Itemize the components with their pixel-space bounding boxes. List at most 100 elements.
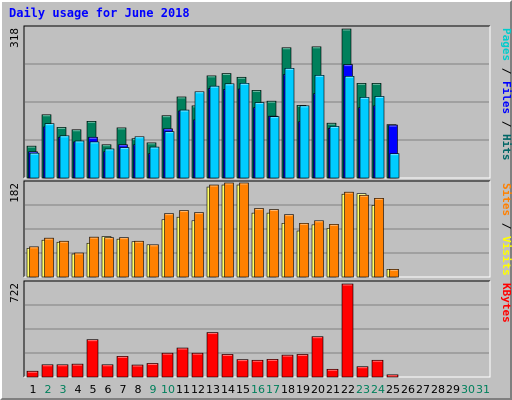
panel-visits-ylabel-part-1: /: [500, 216, 512, 236]
panel-hits-border-dark: [23, 25, 490, 178]
hits-bar-pages-day-13: [209, 85, 220, 179]
hits-bar-pages-day-4: [74, 140, 85, 179]
panel-hits-ylabel-part-2: Files: [500, 81, 512, 114]
kbytes-bar-kbytes-day-4: [71, 363, 84, 378]
visits-bar-sites-day-9: [149, 244, 159, 278]
kbytes-bar-kbytes-day-8: [131, 364, 144, 378]
visits-bar-sites-day-15: [239, 182, 249, 278]
kbytes-bar-kbytes-day-24: [371, 359, 384, 378]
x-tick-label-day-31: 31: [476, 383, 490, 396]
x-tick-label-day-23: 23: [356, 383, 370, 396]
x-tick-label-day-24: 24: [371, 383, 385, 396]
x-tick-label-day-13: 13: [206, 383, 220, 396]
hits-bar-pages-day-5: [89, 141, 100, 179]
x-tick-label-day-14: 14: [221, 383, 235, 396]
panel-kbytes-ylabel-part-0: KBytes: [500, 283, 512, 323]
kbytes-bar-kbytes-day-21: [326, 368, 339, 378]
visits-bar-sites-day-4: [74, 252, 84, 278]
kbytes-bar-kbytes-day-3: [56, 364, 69, 378]
x-tick-label-day-27: 27: [416, 383, 430, 396]
x-tick-label-day-12: 12: [191, 383, 205, 396]
kbytes-bar-kbytes-day-13: [206, 332, 219, 378]
panel-visits-max-label: 182: [8, 183, 21, 203]
hits-bar-pages-day-1: [29, 152, 40, 179]
x-tick-label-day-22: 22: [341, 383, 355, 396]
x-tick-label-day-20: 20: [311, 383, 325, 396]
x-tick-label-day-7: 7: [120, 383, 127, 396]
kbytes-bar-kbytes-day-20: [311, 336, 324, 378]
x-tick-label-day-9: 9: [150, 383, 157, 396]
visits-bar-sites-day-6: [104, 237, 114, 278]
hits-bar-pages-day-9: [149, 146, 160, 179]
panel-hits-ylabel-part-0: Pages: [500, 28, 512, 61]
panel-visits: 182 Sites / Visits: [8, 180, 512, 278]
hits-bar-pages-day-2: [44, 123, 55, 179]
visits-bar-sites-day-24: [374, 198, 384, 278]
x-tick-label-day-30: 30: [461, 383, 475, 396]
panel-hits-ylabel: Pages / Files / Hits: [500, 28, 512, 161]
hits-bar-pages-day-14: [224, 83, 235, 179]
kbytes-bar-kbytes-day-14: [221, 354, 234, 378]
hits-bar-pages-day-16: [254, 102, 265, 179]
visits-bar-sites-day-12: [194, 212, 204, 278]
hits-bar-pages-day-8: [134, 136, 145, 179]
visits-bar-sites-day-10: [164, 213, 174, 278]
kbytes-bar-kbytes-day-6: [101, 364, 114, 378]
hits-bar-pages-day-15: [239, 83, 250, 179]
visits-bar-sites-day-8: [134, 240, 144, 278]
hits-bar-pages-day-20: [314, 75, 325, 179]
panel-visits-ylabel-part-2: Visits: [500, 236, 512, 276]
kbytes-bar-kbytes-day-7: [116, 356, 129, 378]
x-tick-label-day-15: 15: [236, 383, 250, 396]
x-tick-label-day-8: 8: [135, 383, 142, 396]
hits-bar-pages-day-10: [164, 131, 175, 179]
x-tick-label-day-28: 28: [431, 383, 445, 396]
kbytes-bar-kbytes-day-17: [266, 359, 279, 378]
chart-panels: 318 Pages / Files / Hits 182 Sites / Visits…: [8, 25, 512, 378]
panel-kbytes-border-dark: [23, 280, 490, 377]
visits-bar-sites-day-18: [284, 214, 294, 278]
hits-bar-pages-day-11: [179, 109, 190, 179]
kbytes-bar-kbytes-day-2: [41, 364, 54, 378]
kbytes-bar-kbytes-day-16: [251, 359, 264, 378]
visits-bar-sites-day-14: [224, 182, 234, 278]
panel-visits-ylabel: Sites / Visits: [500, 183, 512, 276]
kbytes-bar-kbytes-day-15: [236, 359, 249, 378]
visits-bar-sites-day-3: [59, 240, 69, 278]
visits-bar-sites-day-1: [29, 246, 39, 278]
hits-bar-pages-day-3: [59, 135, 70, 179]
visits-bar-sites-day-13: [209, 184, 219, 278]
visits-bar-sites-day-11: [179, 210, 189, 278]
kbytes-bar-kbytes-day-1: [26, 370, 39, 378]
x-tick-label-day-4: 4: [75, 383, 82, 396]
visits-bar-sites-day-19: [299, 223, 309, 278]
kbytes-bar-kbytes-day-23: [356, 366, 369, 378]
panel-hits-ylabel-part-3: /: [500, 114, 512, 134]
visits-bar-sites-day-21: [329, 224, 339, 278]
x-tick-label-day-6: 6: [105, 383, 112, 396]
kbytes-bar-kbytes-day-19: [296, 354, 309, 378]
panel-kbytes: 722 KBytes: [8, 280, 512, 378]
x-axis-day-labels: 1 2 3 4 5 6 7 8 9 10 11 12 13 14 15 16 17 18 19 20 21 22 23 24 2…: [30, 383, 491, 396]
chart-title: Daily usage for June 2018: [9, 6, 190, 20]
x-tick-label-day-16: 16: [251, 383, 265, 396]
hits-bar-pages-day-12: [194, 91, 205, 179]
kbytes-bar-kbytes-day-5: [86, 339, 99, 378]
visits-bar-sites-day-5: [89, 236, 99, 278]
visits-bar-sites-day-16: [254, 208, 264, 278]
panel-visits-ylabel-part-0: Sites: [500, 183, 512, 216]
visits-bar-sites-day-17: [269, 209, 279, 278]
x-tick-label-day-19: 19: [296, 383, 310, 396]
x-tick-label-day-17: 17: [266, 383, 280, 396]
x-tick-label-day-11: 11: [176, 383, 190, 396]
panel-kbytes-ylabel: KBytes: [500, 283, 512, 323]
kbytes-bar-kbytes-day-11: [176, 347, 189, 378]
x-tick-label-day-29: 29: [446, 383, 460, 396]
hits-bar-pages-day-21: [329, 126, 340, 179]
kbytes-bar-kbytes-day-10: [161, 352, 174, 378]
kbytes-bar-kbytes-day-12: [191, 352, 204, 378]
hits-bar-pages-day-19: [299, 105, 310, 179]
panel-hits-max-label: 318: [8, 28, 21, 48]
hits-bar-pages-day-17: [269, 116, 280, 179]
